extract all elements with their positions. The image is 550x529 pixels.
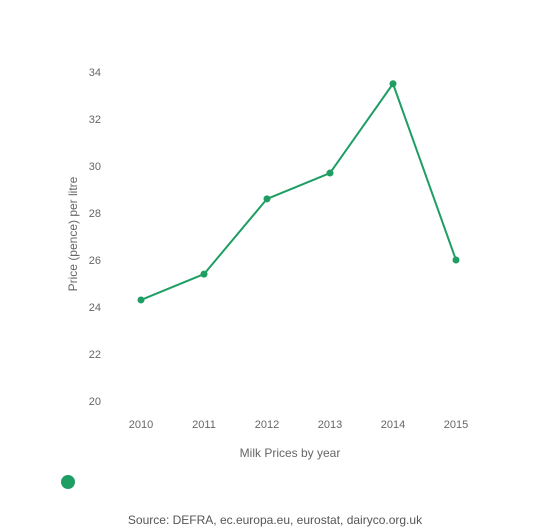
data-point[interactable]: [200, 270, 208, 278]
y-tick-label: 20: [89, 396, 101, 408]
data-point[interactable]: [137, 296, 145, 304]
series-group: [137, 80, 460, 304]
data-point[interactable]: [326, 169, 334, 177]
source-note: Source: DEFRA, ec.europa.eu, eurostat, d…: [128, 513, 423, 527]
x-tick-label: 2014: [381, 419, 405, 431]
legend-swatch[interactable]: [61, 475, 75, 489]
y-axis-ticks: 20 22 24 26 28 30 32 34: [89, 67, 101, 408]
y-tick-label: 26: [89, 255, 101, 267]
y-tick-label: 32: [89, 114, 101, 126]
data-point[interactable]: [263, 195, 271, 203]
x-axis-ticks: 2010 2011 2012 2013 2014 2015: [129, 419, 468, 431]
x-tick-label: 2012: [255, 419, 279, 431]
x-tick-label: 2013: [318, 419, 342, 431]
y-axis-title: Price (pence) per litre: [66, 176, 80, 291]
x-tick-label: 2015: [444, 419, 468, 431]
series-line: [140, 82, 457, 301]
x-axis-title: Milk Prices by year: [240, 446, 341, 460]
data-point[interactable]: [452, 256, 460, 264]
y-tick-label: 28: [89, 208, 101, 220]
data-point[interactable]: [389, 80, 397, 88]
y-tick-label: 22: [89, 349, 101, 361]
y-tick-label: 34: [89, 67, 101, 79]
x-tick-label: 2011: [192, 419, 216, 431]
x-tick-label: 2010: [129, 419, 153, 431]
y-tick-label: 24: [89, 302, 101, 314]
y-tick-label: 30: [89, 161, 101, 173]
